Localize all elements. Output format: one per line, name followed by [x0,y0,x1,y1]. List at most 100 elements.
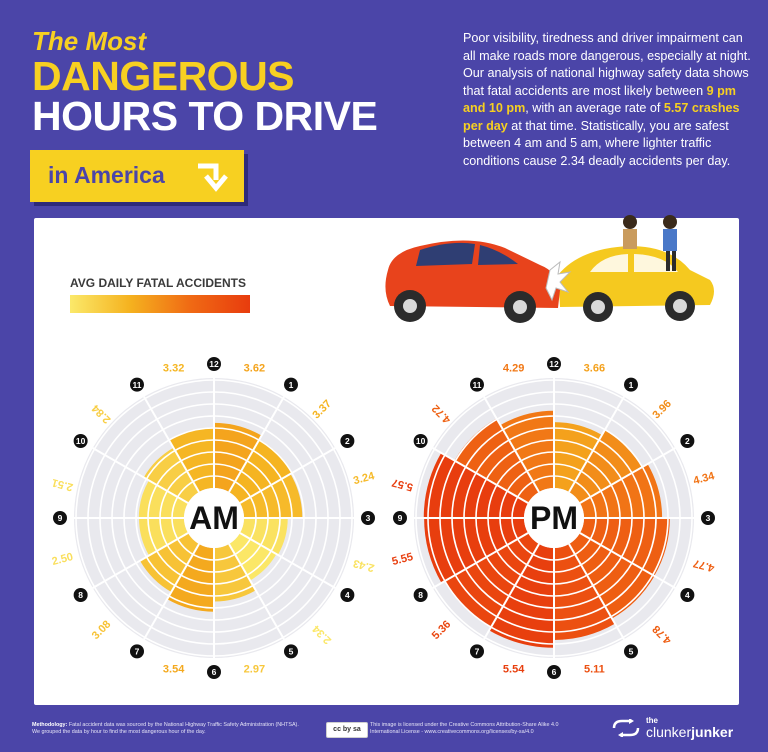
polar-bar-hour-11 [169,428,214,493]
intro-paragraph: Poor visibility, tiredness and driver im… [463,30,753,170]
hour-label-9: 9 [398,513,403,523]
hour-label-11: 11 [473,380,482,390]
legend-gradient-bar [70,295,250,313]
hour-marker [547,357,561,371]
hour-marker [624,377,638,392]
hour-marker [130,377,144,392]
value-label-hour-4: 2.34 [310,622,334,646]
value-label-hour-9: 2.51 [51,476,75,493]
value-label-hour-8: 5.55 [391,551,415,568]
polar-bar-hour-4 [569,533,655,619]
hour-label-2: 2 [685,436,690,446]
value-label-hour-1: 3.96 [650,398,674,422]
pm-polar-chart: PM1212345678910113.663.964.344.774.785.1… [391,357,717,679]
hour-marker [680,434,695,448]
polar-bar-hour-3 [579,518,670,576]
hour-marker [73,434,88,448]
hour-label-7: 7 [475,647,480,657]
value-label-hour-9: 5.57 [391,476,415,493]
title-small: The Most [32,26,147,56]
polar-spoke [143,396,200,493]
polar-spoke [92,532,189,589]
hour-marker [53,511,67,525]
intro-text-2: , with an average rate of [525,101,664,115]
hour-label-11: 11 [133,380,142,390]
title-line-1: DANGEROUS [32,53,295,99]
hour-marker [130,644,144,659]
polar-bar-hour-10 [454,418,539,503]
hour-marker [393,511,407,525]
brand-the: the [646,716,658,725]
methodology-text: Fatal accident data was sourced by the N… [32,722,299,735]
polar-spoke [483,543,540,640]
polar-bar-hour-5 [554,543,615,640]
polar-spoke [568,396,625,493]
intro-highlight-hours: 9 pm and 10 pm [463,83,737,116]
value-label-hour-12: 3.66 [584,362,605,374]
hour-label-8: 8 [418,590,423,600]
methodology-label: Methodology: [32,722,68,728]
value-label-hour-11: 4.29 [503,362,524,374]
region-badge: in America [30,150,244,202]
hour-label-6: 6 [212,667,217,677]
hour-marker [547,665,561,679]
hour-label-3: 3 [366,513,371,523]
hour-marker [73,588,88,602]
value-label-hour-2: 4.34 [692,470,717,487]
intro-highlight-rate: 5.57 crashes per day [463,101,740,133]
polar-spoke [432,532,529,589]
value-label-hour-4: 4.78 [650,623,674,647]
license-note: This image is licensed under the Creativ… [370,722,559,735]
intro-text-1: Poor visibility, tiredness and driver im… [463,31,751,98]
hour-label-1: 1 [289,380,294,390]
car-crash-illustration [385,215,714,323]
brand-logo[interactable]: the clunkerjunker [610,716,740,740]
hour-marker [284,644,298,659]
title-line-2: HOURS TO DRIVE [32,93,378,139]
page-title: DANGEROUS HOURS TO DRIVE [32,53,378,139]
polar-spoke [228,543,285,640]
hour-marker [361,511,375,525]
polar-spoke [568,543,625,640]
value-label-hour-6: 3.54 [163,664,185,676]
polar-spoke [228,396,285,493]
polar-spoke [239,447,336,504]
value-label-hour-10: 2.84 [89,401,113,425]
hour-marker [207,357,221,371]
polar-bar-hour-11 [500,410,554,493]
hour-label-2: 2 [345,436,350,446]
legend-title: AVG DAILY FATAL ACCIDENTS [70,276,247,290]
hour-label-12: 12 [209,359,219,369]
polar-spoke [92,447,189,504]
hour-label-10: 10 [416,436,426,446]
methodology-note: Methodology: Fatal accident data was sou… [32,722,302,736]
value-label-hour-6: 5.54 [503,664,525,676]
value-label-hour-12: 3.62 [244,362,265,374]
hour-label-6: 6 [552,667,557,677]
polar-spoke [483,396,540,493]
value-label-hour-7: 3.08 [90,618,114,642]
hour-marker [413,588,428,602]
value-label-hour-5: 5.11 [584,664,605,676]
hour-marker [284,377,298,392]
value-label-hour-3: 2.43 [352,557,376,574]
hour-marker [470,377,484,392]
hour-label-9: 9 [58,513,63,523]
value-label-hour-8: 2.50 [51,551,75,568]
polar-spoke [579,447,676,504]
center-label: PM [530,500,578,536]
value-label-hour-10: 4.72 [430,402,454,426]
brand-name-part1: clunker [646,724,692,740]
recycle-arrows-icon [612,719,640,737]
value-label-hour-2: 3.24 [352,470,377,487]
hour-marker [701,511,715,525]
brand-name: clunkerjunker [646,724,733,740]
arrow-down-right-icon [198,163,228,192]
hour-label-5: 5 [289,647,294,657]
center-disc [524,488,584,548]
hour-label-8: 8 [78,590,83,600]
hour-label-10: 10 [76,436,86,446]
hour-label-4: 4 [345,590,350,600]
brand-name-part2: junker [691,724,734,740]
center-disc [184,488,244,548]
